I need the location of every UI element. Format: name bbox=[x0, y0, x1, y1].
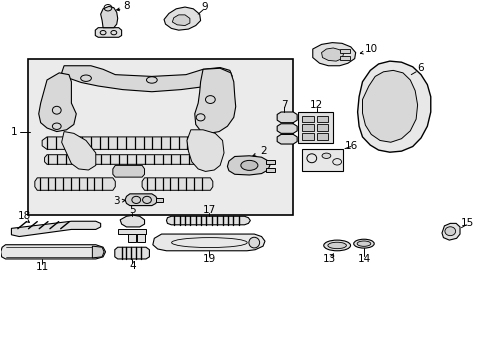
Bar bbox=[339, 49, 349, 53]
Text: 6: 6 bbox=[417, 63, 424, 73]
Ellipse shape bbox=[323, 240, 350, 251]
Text: 4: 4 bbox=[129, 261, 135, 271]
Polygon shape bbox=[42, 137, 215, 149]
Polygon shape bbox=[61, 66, 232, 92]
Polygon shape bbox=[186, 130, 224, 171]
Text: 12: 12 bbox=[309, 100, 323, 110]
Polygon shape bbox=[39, 73, 76, 131]
Polygon shape bbox=[61, 131, 96, 170]
Polygon shape bbox=[357, 61, 430, 152]
Ellipse shape bbox=[327, 242, 346, 249]
Ellipse shape bbox=[356, 241, 370, 246]
Polygon shape bbox=[277, 112, 297, 123]
Polygon shape bbox=[153, 234, 264, 251]
Polygon shape bbox=[321, 48, 343, 61]
Bar bbox=[302, 125, 313, 131]
Text: 11: 11 bbox=[36, 262, 49, 272]
Bar bbox=[339, 56, 349, 60]
Text: 9: 9 bbox=[201, 2, 207, 12]
Text: 3: 3 bbox=[113, 196, 120, 206]
Polygon shape bbox=[95, 28, 122, 37]
Text: 1: 1 bbox=[11, 127, 17, 136]
Text: 14: 14 bbox=[357, 254, 370, 264]
Bar bbox=[316, 116, 328, 122]
Polygon shape bbox=[44, 155, 207, 164]
Text: 2: 2 bbox=[260, 146, 267, 156]
Polygon shape bbox=[115, 247, 149, 259]
Bar bbox=[302, 116, 313, 122]
Bar bbox=[316, 125, 328, 131]
Text: 18: 18 bbox=[18, 211, 31, 221]
Polygon shape bbox=[163, 7, 200, 30]
Text: 7: 7 bbox=[281, 100, 287, 110]
Text: 16: 16 bbox=[345, 141, 358, 151]
Bar bbox=[302, 133, 313, 140]
Bar bbox=[27, 59, 293, 215]
Ellipse shape bbox=[248, 237, 259, 248]
Polygon shape bbox=[0, 245, 105, 259]
Polygon shape bbox=[362, 70, 417, 142]
Polygon shape bbox=[277, 134, 297, 144]
Bar bbox=[302, 149, 343, 171]
Polygon shape bbox=[101, 6, 118, 28]
Text: 15: 15 bbox=[460, 219, 473, 228]
Ellipse shape bbox=[444, 227, 455, 236]
Polygon shape bbox=[227, 156, 269, 175]
Polygon shape bbox=[92, 246, 104, 258]
Bar bbox=[266, 168, 275, 172]
Bar bbox=[298, 112, 332, 143]
Text: 19: 19 bbox=[203, 254, 216, 264]
Ellipse shape bbox=[353, 239, 373, 248]
Bar bbox=[128, 234, 136, 242]
Polygon shape bbox=[118, 229, 146, 234]
Polygon shape bbox=[172, 15, 189, 26]
Polygon shape bbox=[125, 194, 158, 206]
Text: 8: 8 bbox=[123, 1, 129, 11]
Polygon shape bbox=[35, 178, 115, 190]
Polygon shape bbox=[194, 68, 235, 133]
Text: 13: 13 bbox=[323, 254, 336, 264]
Polygon shape bbox=[312, 42, 355, 66]
Text: 10: 10 bbox=[364, 44, 377, 54]
Polygon shape bbox=[142, 178, 212, 190]
Polygon shape bbox=[277, 124, 297, 133]
Ellipse shape bbox=[322, 153, 330, 158]
Text: 17: 17 bbox=[203, 205, 216, 215]
Bar bbox=[316, 133, 328, 140]
Bar bbox=[266, 160, 275, 164]
Polygon shape bbox=[113, 165, 144, 177]
Bar bbox=[156, 198, 163, 202]
Polygon shape bbox=[120, 215, 144, 227]
Polygon shape bbox=[166, 216, 250, 225]
Text: 5: 5 bbox=[129, 205, 135, 215]
Polygon shape bbox=[441, 223, 459, 240]
Polygon shape bbox=[11, 221, 101, 237]
Ellipse shape bbox=[241, 161, 257, 170]
Bar bbox=[137, 234, 144, 242]
